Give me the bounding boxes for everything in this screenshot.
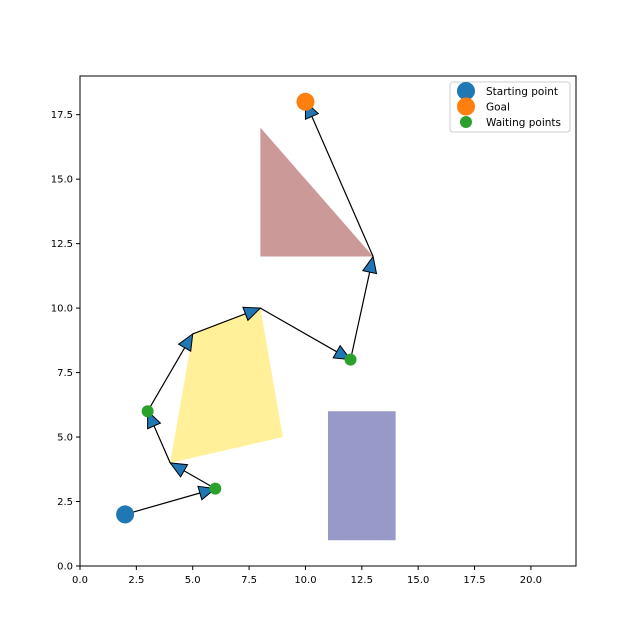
path-line bbox=[349, 256, 374, 360]
obstacle-rectangle bbox=[328, 411, 396, 541]
y-axis: 0.0 2.5 5.0 7.5 10.0 12.5 15.0 17.5 bbox=[51, 110, 80, 573]
y-tick-label: 2.5 bbox=[57, 497, 73, 508]
path-line bbox=[260, 307, 351, 361]
legend-label: Waiting points bbox=[486, 117, 561, 129]
path-layer bbox=[124, 100, 378, 515]
x-tick-label: 0.0 bbox=[72, 575, 88, 586]
y-tick-label: 5.0 bbox=[57, 433, 73, 444]
y-tick-label: 12.5 bbox=[51, 239, 73, 250]
obstacle-triangle bbox=[260, 127, 374, 257]
obstacles-layer bbox=[170, 127, 396, 541]
goal-marker bbox=[296, 92, 315, 111]
y-tick-label: 0.0 bbox=[57, 562, 73, 573]
y-tick-label: 15.0 bbox=[51, 175, 73, 186]
arrowhead bbox=[177, 332, 194, 353]
x-tick-label: 15.0 bbox=[407, 575, 429, 586]
waiting-points-marker bbox=[209, 482, 222, 495]
x-tick-label: 12.5 bbox=[351, 575, 373, 586]
points-layer bbox=[116, 92, 357, 524]
x-tick-label: 5.0 bbox=[185, 575, 201, 586]
obstacle-quadrilateral bbox=[170, 308, 283, 463]
legend-marker bbox=[457, 97, 475, 116]
legend-label: Starting point bbox=[486, 86, 558, 98]
y-tick-label: 7.5 bbox=[57, 368, 73, 379]
path-segment bbox=[169, 462, 216, 490]
x-tick-label: 10.0 bbox=[294, 575, 316, 586]
starting-point-marker bbox=[116, 505, 135, 524]
legend: Starting point Goal Waiting points bbox=[449, 81, 571, 133]
legend-marker bbox=[457, 82, 475, 100]
y-tick-label: 10.0 bbox=[51, 304, 73, 315]
legend-box bbox=[449, 81, 571, 133]
waiting-points-marker bbox=[344, 353, 357, 366]
x-tick-label: 7.5 bbox=[241, 575, 257, 586]
arrowhead bbox=[169, 462, 189, 478]
path-line bbox=[304, 101, 374, 257]
legend-marker bbox=[460, 116, 472, 128]
path-segment bbox=[192, 306, 262, 335]
arrowhead bbox=[361, 255, 378, 275]
y-tick-label: 17.5 bbox=[51, 110, 73, 121]
legend-label: Goal bbox=[486, 102, 510, 114]
path-segment bbox=[349, 255, 378, 360]
plot-frame bbox=[79, 75, 577, 567]
x-tick-label: 2.5 bbox=[128, 575, 144, 586]
x-tick-label: 17.5 bbox=[463, 575, 485, 586]
arrowhead bbox=[242, 306, 262, 322]
waiting-points-marker bbox=[141, 405, 154, 418]
x-tick-label: 20.0 bbox=[520, 575, 542, 586]
path-segment bbox=[147, 332, 194, 412]
x-axis: 0.0 2.5 5.0 7.5 10.0 12.5 15.0 17.5 20.0 bbox=[72, 566, 542, 586]
